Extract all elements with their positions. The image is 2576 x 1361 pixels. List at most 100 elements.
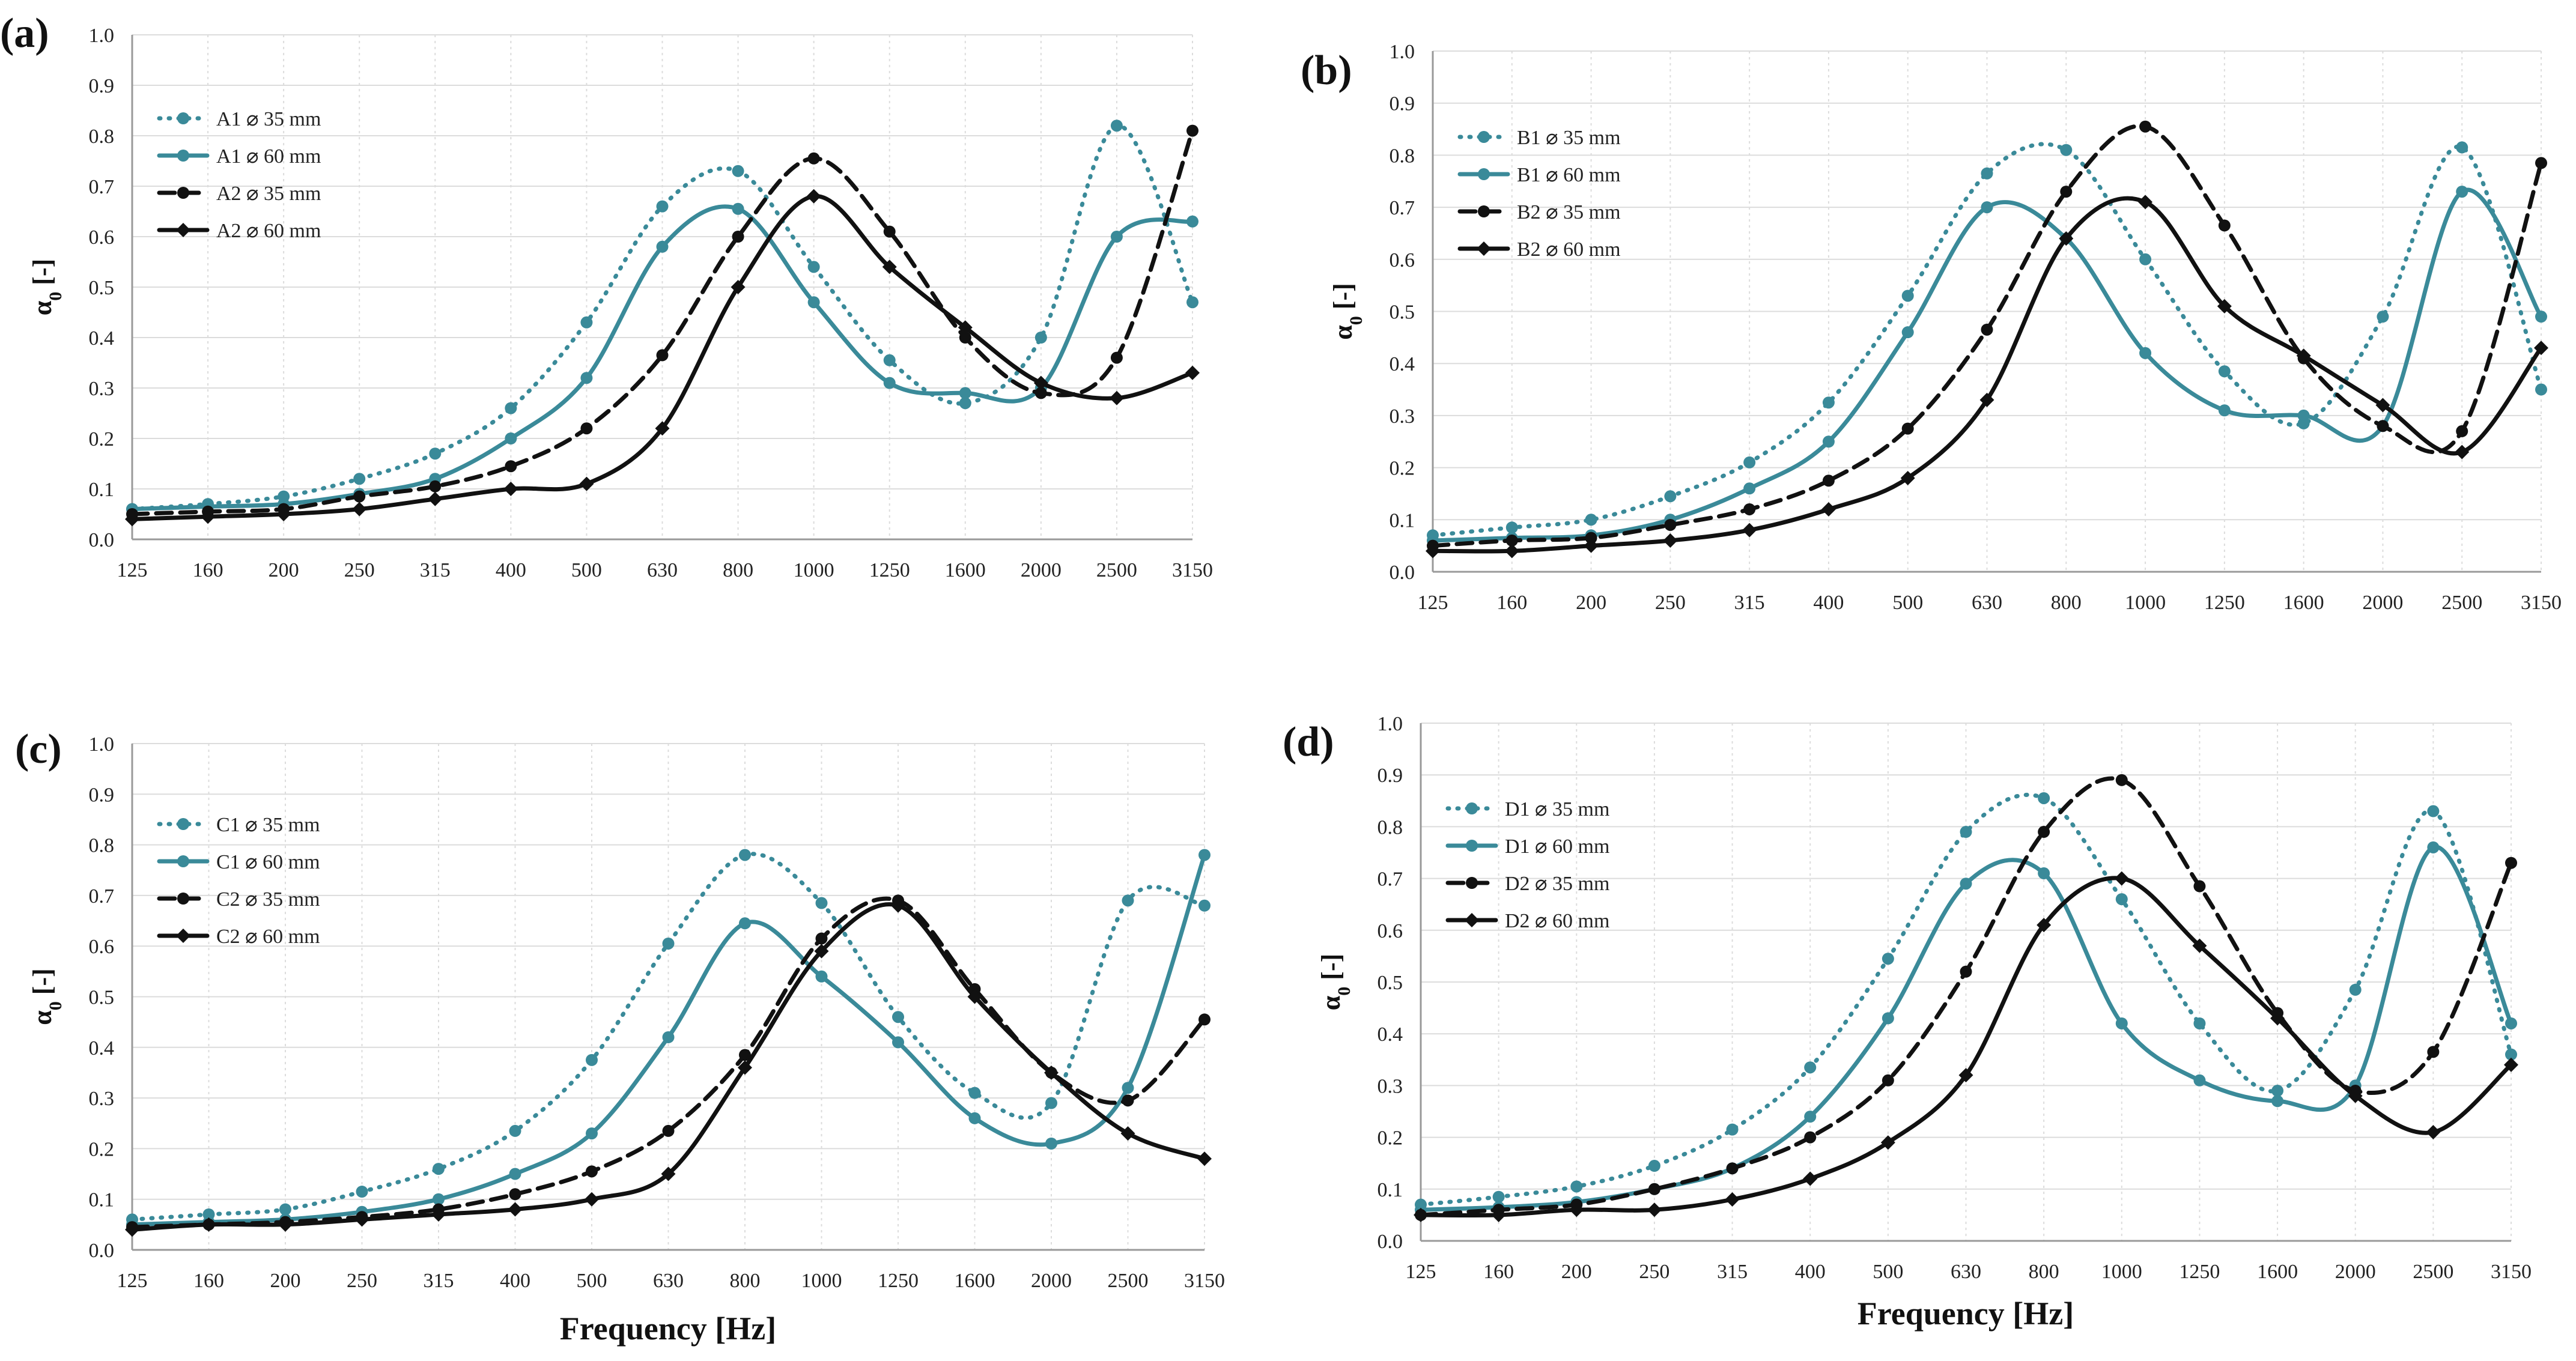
data-point-diamond <box>508 1202 523 1217</box>
data-point <box>509 1168 521 1180</box>
legend-swatch-marker <box>177 150 189 162</box>
y-axis-label-subscript: 0 <box>1346 316 1366 325</box>
data-point <box>1664 490 1677 503</box>
data-point <box>2038 826 2050 838</box>
y-tick-label: 0.4 <box>89 1037 115 1059</box>
data-point-diamond <box>2037 918 2052 933</box>
data-point <box>2193 1074 2206 1087</box>
y-tick-label: 0.0 <box>89 529 115 551</box>
data-point <box>662 937 675 950</box>
x-tick-label: 2500 <box>2413 1261 2453 1283</box>
data-point <box>1901 289 1914 302</box>
series-line-3 <box>130 902 1207 1232</box>
data-point <box>1804 1131 1817 1144</box>
y-tick-label: 0.8 <box>89 126 115 148</box>
data-point <box>2115 774 2128 786</box>
data-point <box>2535 383 2547 396</box>
y-tick-label: 0.5 <box>1390 302 1415 324</box>
data-point <box>2505 1017 2517 1029</box>
data-point-diamond <box>1426 544 1440 559</box>
y-tick-label: 0.5 <box>89 987 115 1009</box>
data-point <box>1901 422 1914 435</box>
panel-label: (b) <box>1301 47 1352 94</box>
data-point <box>2535 157 2547 169</box>
y-tick-label: 0.5 <box>89 277 115 299</box>
x-tick-label: 200 <box>1576 592 1606 614</box>
y-axis-label-subscript: 0 <box>46 1001 65 1010</box>
legend-entry: A2 ⌀ 35 mm <box>216 183 321 205</box>
data-point <box>883 354 896 366</box>
legend-entry: C2 ⌀ 60 mm <box>216 926 320 948</box>
x-tick-label: 500 <box>577 1270 607 1292</box>
legend-swatch-marker <box>1465 913 1479 927</box>
series-line-0 <box>1430 142 2544 538</box>
data-point <box>1045 1097 1057 1109</box>
data-point-diamond <box>1414 1207 1428 1222</box>
y-tick-label: 0.4 <box>89 327 115 350</box>
data-point-diamond <box>731 280 746 294</box>
x-tick-label: 500 <box>571 559 602 581</box>
data-point <box>1822 474 1835 487</box>
legend-swatch-marker <box>176 223 190 237</box>
data-point <box>2038 792 2050 804</box>
series-line-0 <box>130 852 1207 1222</box>
chart-panel-c: 0.0 0.1 0.2 0.3 0.4 0.5 0.6 0.7 0.8 0.9 1.0 125 160 2… <box>15 726 1225 1347</box>
data-point <box>1664 518 1677 531</box>
data-point <box>1743 456 1756 468</box>
y-tick-label: 0.6 <box>1378 920 1403 942</box>
data-point <box>2193 1017 2206 1029</box>
data-point-diamond <box>1033 375 1048 390</box>
chart-panel-a: 0.0 0.1 0.2 0.3 0.4 0.5 0.6 0.7 0.8 0.9 1.0 125 160 2… <box>0 10 1213 581</box>
x-tick-label: 1250 <box>869 559 910 581</box>
data-point <box>2218 365 2231 378</box>
series-line-0 <box>1418 792 2514 1207</box>
y-tick-label: 0.4 <box>1378 1023 1403 1046</box>
x-tick-label: 1250 <box>2204 592 2245 614</box>
data-point <box>1804 1061 1817 1074</box>
data-point <box>1585 532 1597 544</box>
legend-swatch-marker <box>177 818 189 830</box>
x-tick-label: 160 <box>193 1270 224 1292</box>
legend-entry: C2 ⌀ 35 mm <box>216 888 320 911</box>
data-point <box>2427 1046 2440 1058</box>
data-point <box>1726 1162 1739 1175</box>
data-point <box>968 1112 981 1124</box>
data-point <box>2218 404 2231 417</box>
data-point <box>1822 396 1835 409</box>
data-point <box>580 316 593 329</box>
x-tick-label: 160 <box>1483 1261 1514 1283</box>
data-point <box>892 1036 904 1049</box>
data-point <box>1726 1123 1739 1136</box>
data-point <box>433 1163 445 1175</box>
y-axis-label-main: α <box>1316 995 1346 1010</box>
x-tick-label: 2500 <box>1108 1270 1149 1292</box>
y-tick-label: 0.1 <box>89 1189 115 1211</box>
data-point <box>586 1165 598 1178</box>
data-point <box>1122 1082 1134 1094</box>
y-axis-label: α0 [-] <box>1316 954 1354 1011</box>
data-point <box>1901 326 1914 339</box>
x-tick-label: 125 <box>1406 1261 1436 1283</box>
data-point <box>883 377 896 389</box>
data-point-diamond <box>276 507 291 521</box>
data-point <box>1034 332 1047 344</box>
data-point <box>656 200 669 213</box>
x-tick-label: 125 <box>1418 592 1448 614</box>
data-point <box>1186 296 1198 309</box>
y-tick-label: 0.6 <box>1390 249 1415 271</box>
y-tick-label: 1.0 <box>89 25 115 47</box>
data-point <box>662 1031 675 1043</box>
data-point <box>1804 1111 1817 1123</box>
y-axis-label-subscript: 0 <box>46 292 65 301</box>
legend-entry: B1 ⌀ 35 mm <box>1517 127 1621 149</box>
x-tick-label: 800 <box>2051 592 2082 614</box>
y-tick-label: 0.3 <box>1378 1075 1403 1097</box>
data-point <box>1648 1183 1660 1195</box>
series-line-2 <box>1430 124 2544 548</box>
legend-entry: C1 ⌀ 60 mm <box>216 851 320 873</box>
data-point <box>586 1127 598 1140</box>
y-tick-label: 1.0 <box>89 733 115 756</box>
data-point-diamond <box>1647 1202 1662 1217</box>
x-tick-label: 3150 <box>1184 1270 1225 1292</box>
y-axis-label-subscript: 0 <box>1334 987 1354 996</box>
